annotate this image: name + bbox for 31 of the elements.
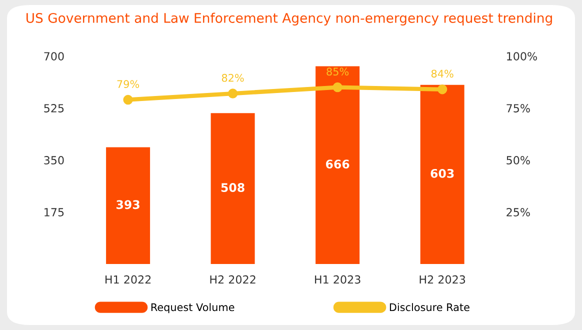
bar — [420, 84, 464, 264]
y-tick-label: 350 — [44, 156, 64, 164]
data-label: 84% — [431, 70, 454, 78]
data-label: 82% — [222, 74, 244, 82]
x-tick-label: H2 2023 — [420, 275, 466, 284]
y2-tick-label: 75% — [506, 104, 530, 112]
point — [437, 84, 448, 94]
x-tick-label: H1 2023 — [315, 275, 360, 284]
y2-tick-label: 50% — [506, 156, 530, 164]
point — [332, 82, 342, 92]
y2-tick-label: 100% — [507, 52, 537, 60]
legend-label: Request Volume — [151, 303, 234, 314]
point — [228, 88, 238, 98]
chart-title: US Government and Law Enforcement Agency non-emergency request trending — [26, 12, 552, 26]
bar — [106, 147, 150, 264]
data-label: 79% — [117, 80, 140, 88]
y2-tick-label: 25% — [506, 208, 530, 216]
data-label: 603 — [430, 168, 454, 178]
data-label: 666 — [326, 160, 350, 169]
data-label: 508 — [221, 183, 244, 192]
y-tick-label: 700 — [44, 52, 64, 60]
bar — [210, 113, 255, 264]
y-tick-label: 525 — [44, 104, 64, 112]
bar — [316, 66, 360, 264]
legend-label: Disclosure Rate — [390, 303, 470, 312]
x-tick-label: H2 2022 — [210, 275, 256, 284]
data-label: 393 — [116, 200, 140, 210]
point — [123, 94, 133, 105]
data-label: 85% — [326, 68, 349, 76]
x-tick-label: H1 2022 — [106, 275, 151, 284]
y-tick-label: 175 — [44, 208, 64, 216]
